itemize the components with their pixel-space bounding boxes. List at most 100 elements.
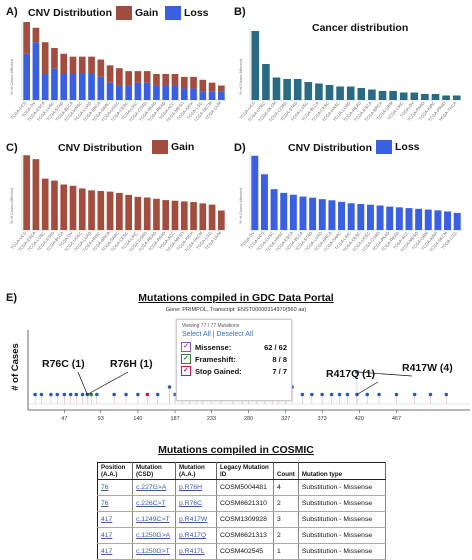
- bar-gain: [190, 76, 197, 89]
- panel-b-title: Cancer distribution: [312, 22, 409, 34]
- bar-loss: [60, 74, 68, 100]
- bar-gain: [78, 56, 86, 74]
- bar: [260, 174, 268, 230]
- cell-position[interactable]: 417: [97, 527, 133, 544]
- bar: [453, 212, 461, 230]
- bar: [336, 86, 344, 100]
- bar: [389, 91, 397, 100]
- bar-loss: [171, 85, 179, 100]
- annotation-pointer-r76h: [87, 371, 129, 395]
- cell-mutation-csd[interactable]: c.1249C>T: [132, 511, 176, 528]
- bar: [23, 155, 30, 230]
- bar: [272, 77, 281, 100]
- panel-letter-c: C): [6, 142, 18, 154]
- cell-mutation-aa[interactable]: p.R417W: [175, 511, 217, 528]
- annotation-r76h: R76H (1): [110, 358, 153, 370]
- bar: [208, 204, 216, 230]
- checkbox-frameshift[interactable]: ✓: [181, 354, 191, 364]
- cell-position[interactable]: 76: [97, 495, 133, 512]
- bar: [125, 194, 132, 230]
- bar-gain: [153, 74, 160, 86]
- cell-position[interactable]: 417: [97, 543, 133, 560]
- lollipop-point: [394, 392, 399, 397]
- lollipop-point: [62, 392, 67, 397]
- checkbox-missense[interactable]: ✓: [181, 342, 191, 352]
- annotation-pointer-r417q: [356, 381, 379, 395]
- lollipop-point: [167, 385, 172, 389]
- bar: [190, 202, 197, 230]
- bar: [431, 94, 440, 100]
- lollipop-point: [377, 392, 381, 397]
- legend-swatch-loss: [376, 140, 392, 154]
- lollipop-point: [124, 392, 128, 397]
- cell-position[interactable]: 417: [97, 511, 133, 528]
- cell-mutation-aa[interactable]: p.R417L: [175, 543, 217, 560]
- filter-row-frameshift[interactable]: ✓ Frameshift: 8 / 8: [177, 353, 291, 365]
- bar: [368, 89, 376, 100]
- bar-gain: [41, 42, 49, 74]
- cosmic-title: Mutations compiled in COSMIC: [158, 444, 314, 456]
- cosmic-row: 417 c.1249C>T p.R417W COSM1309928 3 Substitut…: [97, 511, 386, 528]
- bar: [97, 191, 105, 230]
- panel-a-title: CNV Distribution: [28, 7, 112, 19]
- select-all-link[interactable]: Select All: [182, 331, 211, 338]
- filter-label: Missense:: [195, 342, 232, 352]
- cosmic-row: 76 c.227G>A p.R76H COSM5004481 4 Substitution…: [97, 479, 386, 496]
- cosmic-row: 417 c.1250G>T p.R417L COSM402545 1 Substituti…: [97, 543, 386, 560]
- cell-mutation-aa[interactable]: p.R417Q: [175, 527, 217, 544]
- annotation-r417w: R417W (4): [402, 362, 453, 374]
- x-tick-label: 47: [61, 416, 67, 422]
- lollipop-point: [55, 392, 60, 397]
- bar-loss: [23, 53, 30, 100]
- bar: [395, 207, 403, 230]
- lollipop-point: [74, 392, 79, 397]
- checkbox-stop-gained[interactable]: ✓: [181, 366, 191, 376]
- lollipop-point: [155, 392, 160, 397]
- cell-mutation-csd[interactable]: c.227G>A: [132, 479, 176, 496]
- bar: [280, 192, 288, 230]
- bar: [399, 92, 408, 100]
- bar-loss: [88, 74, 95, 100]
- bar-loss: [78, 74, 86, 100]
- bar: [357, 204, 365, 230]
- cell-position[interactable]: 76: [97, 479, 133, 496]
- bar: [415, 208, 423, 230]
- bar: [134, 196, 142, 230]
- cell-mutation-aa[interactable]: p.R76C: [175, 495, 217, 512]
- annotation-r76c: R76C (1): [42, 358, 85, 370]
- bar: [88, 190, 95, 230]
- filter-row-missense[interactable]: ✓ Missense: 62 / 62: [177, 341, 291, 353]
- lollipop-point: [444, 392, 449, 397]
- cell-mutation-csd[interactable]: c.226C>T: [132, 495, 176, 512]
- bar: [386, 206, 394, 230]
- bar: [309, 197, 317, 230]
- bar-gain: [208, 82, 216, 92]
- x-tick-label: 373: [318, 416, 327, 422]
- bar: [143, 197, 151, 230]
- bar-gain: [106, 65, 114, 83]
- bar: [116, 192, 123, 230]
- gdc-subtitle: Gene: PRIMPOL, Transcript: ENST000003149…: [165, 307, 307, 313]
- legend-label: Gain: [171, 141, 195, 153]
- bar-gain: [60, 53, 68, 74]
- cell-count: 2: [273, 527, 299, 544]
- bar-loss: [208, 91, 216, 100]
- panel-a-legend-loss: Loss: [165, 6, 209, 20]
- bar: [376, 205, 384, 230]
- deselect-all-link[interactable]: Deselect All: [216, 331, 254, 338]
- lollipop-point: [300, 392, 305, 397]
- cell-mutation-csd[interactable]: c.1250G>T: [132, 543, 176, 560]
- cell-mutation-csd[interactable]: c.1250G>A: [132, 527, 176, 544]
- bar: [41, 178, 49, 230]
- annotation-r417q: R417Q (1): [326, 368, 376, 380]
- bar: [199, 203, 207, 230]
- bar-gain: [171, 74, 179, 86]
- panel-letter-b: B): [234, 6, 246, 18]
- bar-loss: [69, 74, 77, 100]
- cell-mutation-aa[interactable]: p.R76H: [175, 479, 217, 496]
- bar-loss: [180, 88, 188, 100]
- filter-row-stop-gained[interactable]: ✓ Stop Gained: 7 / 7: [177, 365, 291, 377]
- select-links: Select All | Deselect All: [177, 330, 291, 341]
- cell-legacy-id: COSM5004481: [216, 479, 274, 496]
- bar: [442, 95, 450, 100]
